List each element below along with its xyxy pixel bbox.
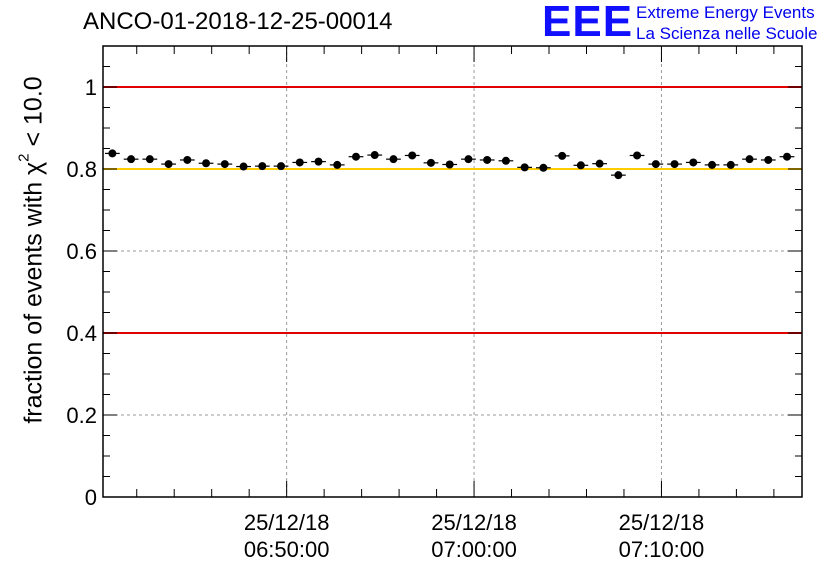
data-point [760,155,776,164]
data-point [779,152,795,161]
data-marker [295,158,304,167]
data-point [198,159,214,168]
y-tick-label: 0 [85,485,97,510]
data-point [442,160,458,169]
data-point [348,152,364,161]
data-marker [520,163,529,172]
x-tick-date-label: 25/12/18 [431,510,517,535]
x-tick-time-label: 06:50:00 [244,537,330,562]
data-point [479,155,495,164]
data-point [667,160,682,169]
data-marker [576,161,585,170]
data-point [685,158,701,167]
data-marker [314,157,323,166]
data-point [648,160,664,169]
data-marker [764,155,773,164]
x-tick-time-label: 07:00:00 [431,537,517,562]
data-marker [258,162,267,171]
data-marker [445,160,454,169]
data-marker [183,155,192,164]
data-point [573,161,589,170]
data-point [404,151,420,160]
data-marker [277,162,286,171]
data-marker [689,158,698,167]
data-point [292,158,308,167]
data-point [517,163,533,172]
data-marker [670,160,679,169]
data-point [386,155,401,164]
data-marker [783,152,792,161]
data-marker [220,160,229,169]
eee-logo-mark: EEE [542,0,634,46]
data-marker [464,155,473,164]
data-point [704,160,720,169]
data-marker [426,158,435,167]
y-tick-label: 0.6 [66,239,97,264]
plot-frame [102,45,803,498]
logo-line-2: La Scienza nelle Scuole [636,24,818,43]
y-tick-label: 0.4 [66,321,97,346]
data-point [367,151,383,160]
data-marker [633,151,642,160]
data-marker [539,163,548,172]
data-point [592,159,607,168]
data-point [105,149,120,158]
data-point [498,156,514,165]
data-marker [389,155,398,164]
y-tick-label: 0.8 [66,157,97,182]
data-point [161,160,176,169]
data-marker [145,155,154,164]
grid-layer [103,46,802,497]
data-marker [127,155,136,164]
data-marker [708,160,717,169]
data-point [236,162,251,171]
reference-lines [103,86,802,334]
axes: 00.20.40.60.8125/12/1806:50:0025/12/1807… [66,45,803,562]
data-point [554,151,570,160]
data-point [461,155,476,164]
data-point [536,163,551,172]
data-point [329,160,345,169]
x-tick-date-label: 25/12/18 [619,510,705,535]
data-marker [501,156,510,165]
data-marker [408,151,417,160]
x-tick-time-label: 07:10:00 [619,537,705,562]
data-point [142,155,158,164]
y-tick-label: 0.2 [66,403,97,428]
data-marker [370,151,379,160]
y-tick-label: 1 [85,75,97,100]
data-marker [651,160,660,169]
data-marker [351,152,360,161]
data-marker [558,151,567,160]
data-point [629,151,645,160]
data-marker [164,160,173,169]
data-point [311,157,326,166]
data-marker [745,155,754,164]
data-point [273,162,289,171]
data-marker [333,160,342,169]
data-marker [108,149,117,158]
data-point [423,158,439,167]
data-point [723,160,739,169]
data-point [742,155,757,164]
data-marker [614,171,623,180]
data-point [179,155,195,164]
data-point [610,171,626,180]
logo-line-1: Extreme Energy Events [636,3,815,22]
data-marker [726,160,735,169]
data-points [105,149,795,180]
data-point [254,162,270,171]
data-point [123,155,139,164]
data-point [217,160,233,169]
x-tick-date-label: 25/12/18 [244,510,330,535]
data-marker [202,159,211,168]
data-marker [239,162,248,171]
data-marker [483,155,492,164]
chart-title: ANCO-01-2018-12-25-00014 [83,8,393,35]
data-marker [595,159,604,168]
